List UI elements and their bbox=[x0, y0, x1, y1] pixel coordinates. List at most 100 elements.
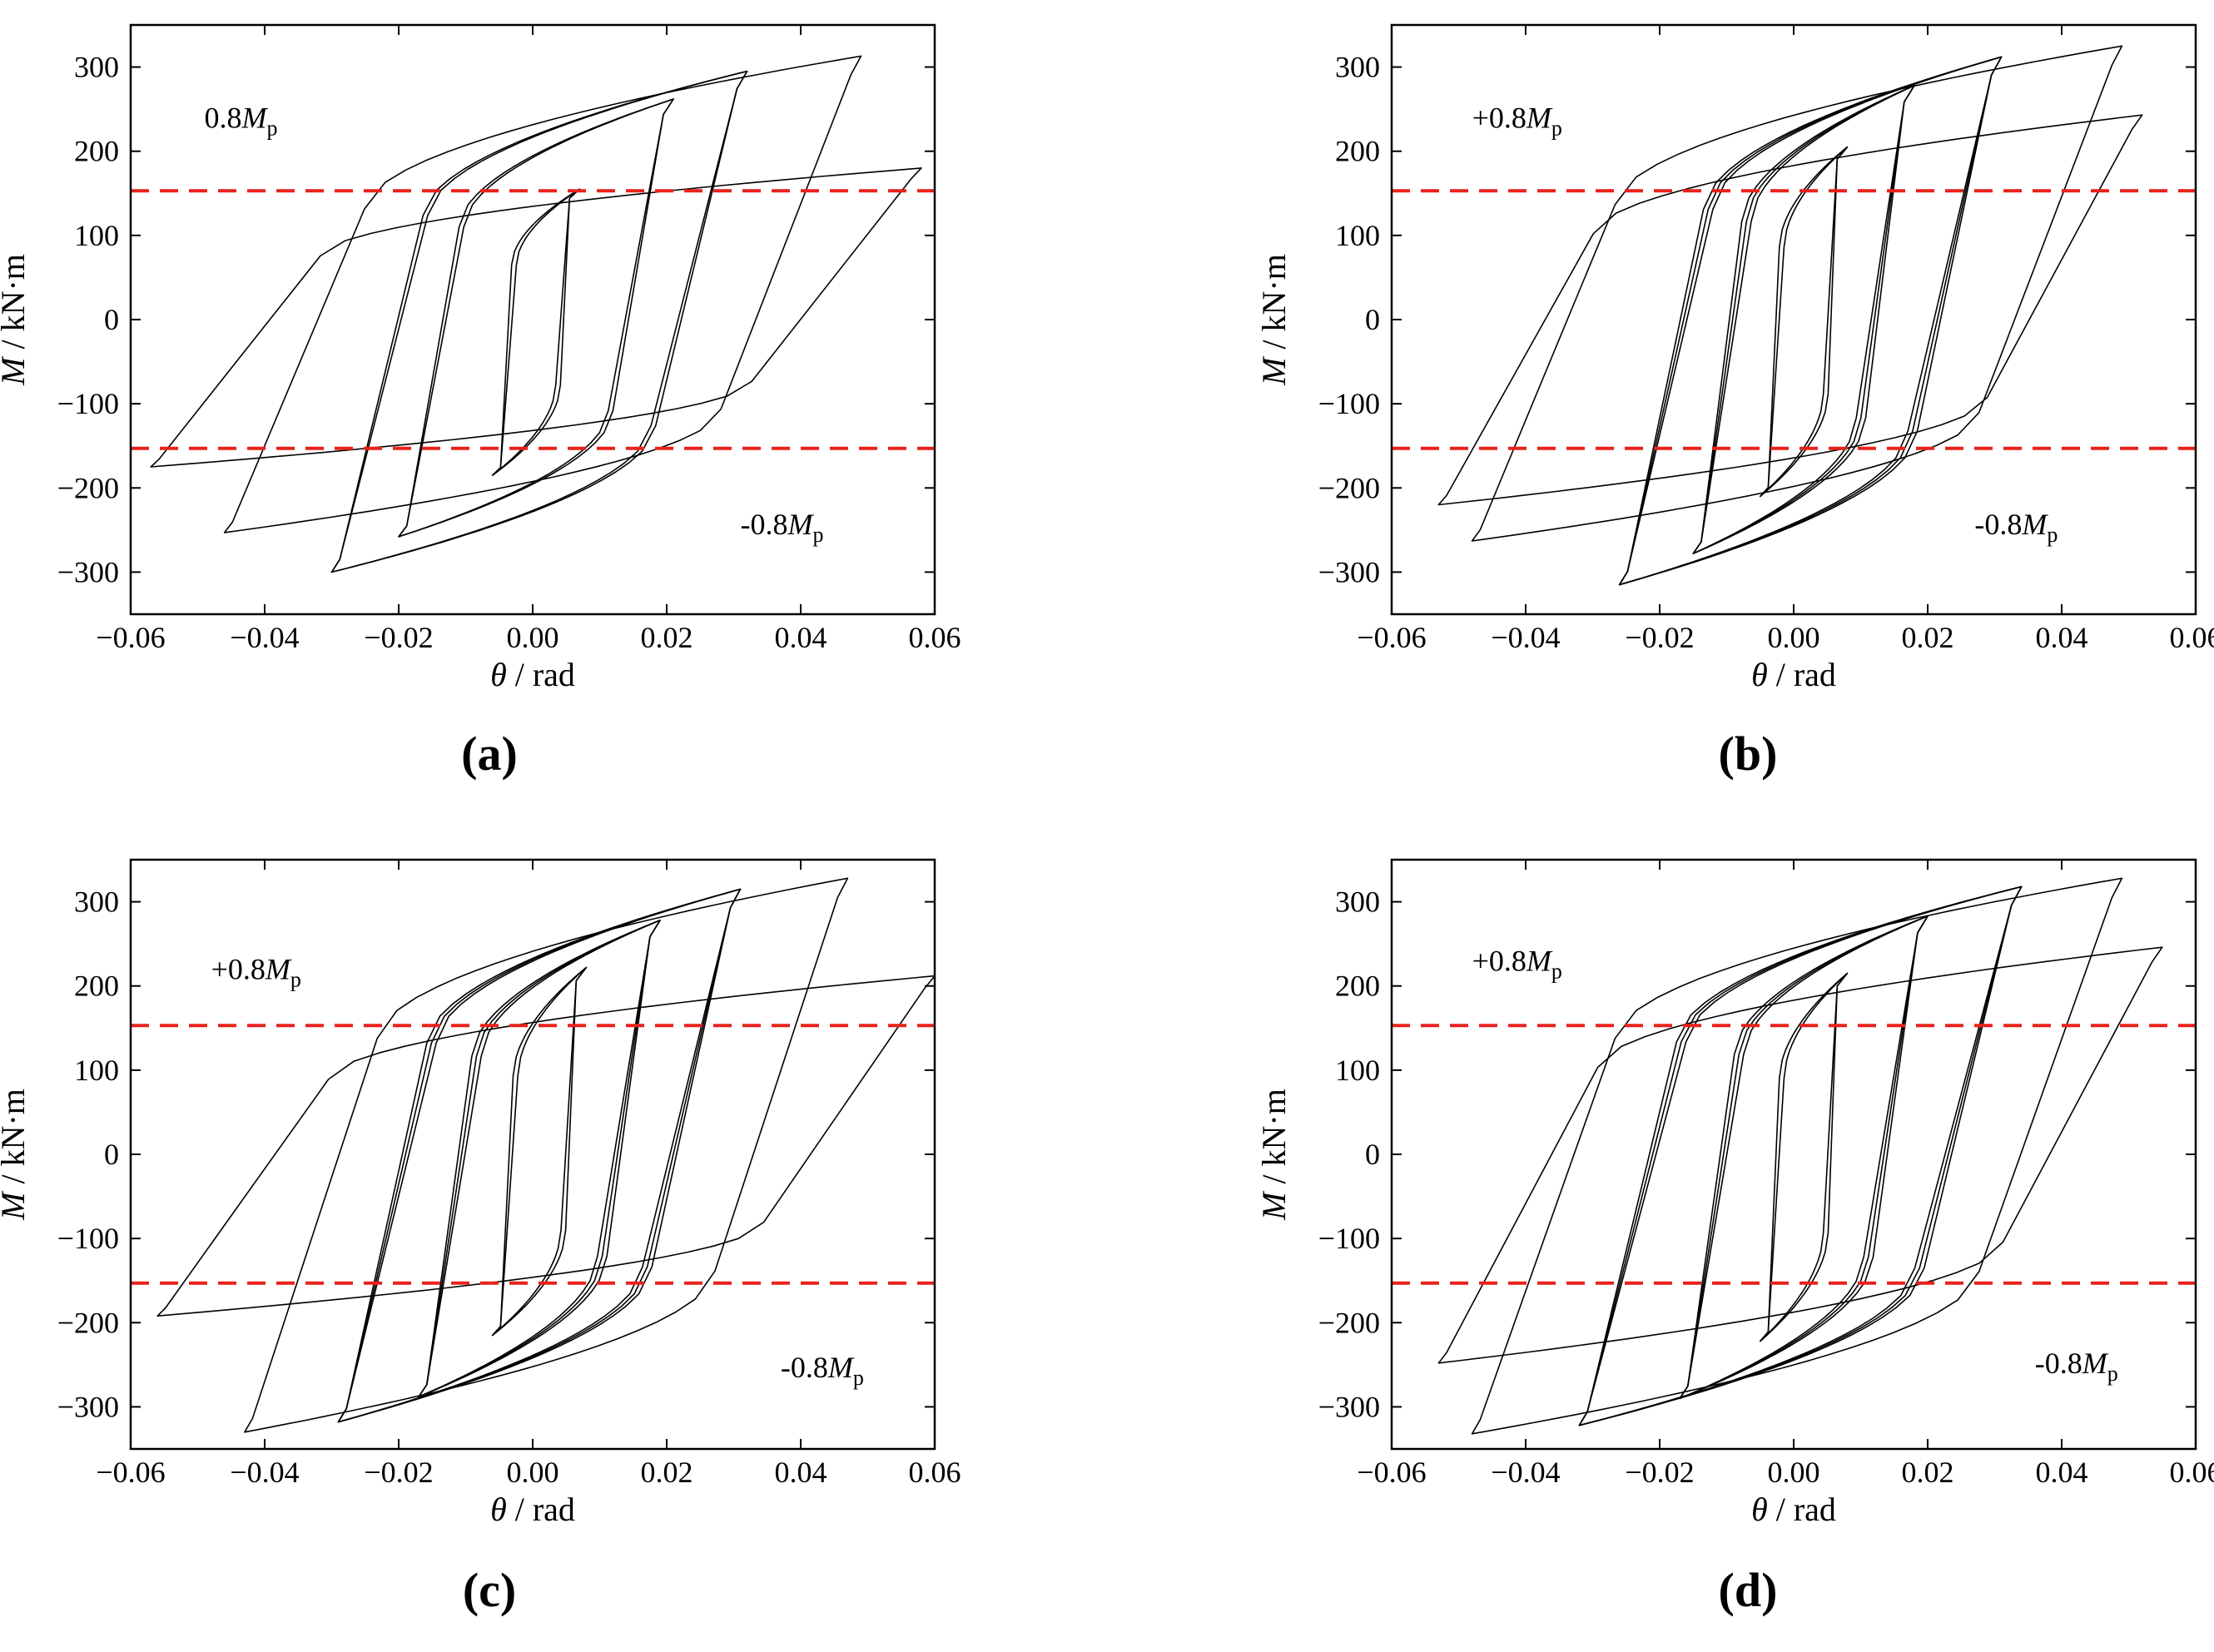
hysteresis-loop-4-cycle-1 bbox=[223, 55, 862, 533]
y-axis-title: M / kN·m bbox=[0, 254, 32, 386]
y-tick-label: −200 bbox=[57, 1306, 119, 1339]
hysteresis-loop-5-cycle-1 bbox=[1437, 114, 2143, 506]
panel-label: (c) bbox=[463, 1563, 516, 1617]
x-tick-label: 0.02 bbox=[1902, 1456, 1954, 1489]
x-tick-label: 0.00 bbox=[507, 1456, 559, 1489]
hysteresis-loop-2-cycle-1 bbox=[418, 920, 661, 1398]
y-tick-label: 300 bbox=[1335, 886, 1380, 919]
annotation-upper: +0.8Mp bbox=[211, 953, 301, 992]
x-tick-label: −0.04 bbox=[230, 1456, 299, 1489]
x-tick-label: 0.04 bbox=[2036, 1456, 2088, 1489]
y-tick-label: 0 bbox=[104, 1138, 119, 1171]
x-tick-label: 0.06 bbox=[2170, 621, 2214, 654]
hysteresis-loop-1-cycle-2 bbox=[491, 188, 581, 476]
y-tick-label: 100 bbox=[74, 219, 119, 252]
hysteresis-loop-2-cycle-2 bbox=[1679, 915, 1929, 1400]
y-tick-label: −100 bbox=[1318, 387, 1380, 420]
hysteresis-loop-2-cycle-1 bbox=[398, 98, 674, 538]
hysteresis-curves bbox=[1437, 45, 2143, 586]
x-tick-label: 0.00 bbox=[507, 621, 559, 654]
x-tick-label: 0.06 bbox=[909, 1456, 961, 1489]
x-tick-label: 0.04 bbox=[2036, 621, 2088, 654]
hysteresis-loop-3-cycle-3 bbox=[1618, 56, 2003, 586]
y-tick-label: −300 bbox=[57, 1390, 119, 1423]
hysteresis-loop-3-cycle-1 bbox=[1618, 56, 2003, 586]
panel-label: (d) bbox=[1719, 1563, 1778, 1617]
y-tick-label: 100 bbox=[74, 1054, 119, 1087]
hysteresis-curves bbox=[1437, 877, 2163, 1435]
hysteresis-loop-2-cycle-3 bbox=[418, 920, 661, 1398]
hysteresis-loop-3-cycle-2 bbox=[337, 888, 742, 1423]
y-tick-label: 300 bbox=[74, 886, 119, 919]
hysteresis-loop-5-cycle-1 bbox=[156, 975, 935, 1317]
x-tick-label: 0.04 bbox=[775, 1456, 827, 1489]
hysteresis-loop-3-cycle-1 bbox=[1578, 886, 2023, 1426]
hysteresis-loop-2-cycle-1 bbox=[1679, 915, 1929, 1400]
x-tick-label: 0.02 bbox=[641, 1456, 693, 1489]
y-axis-title: M / kN·m bbox=[0, 1089, 32, 1221]
y-tick-label: 200 bbox=[1335, 135, 1380, 168]
annotation-upper: 0.8Mp bbox=[205, 101, 278, 140]
y-tick-label: 100 bbox=[1335, 219, 1380, 252]
annotation-upper: +0.8Mp bbox=[1472, 945, 1562, 984]
hysteresis-curves bbox=[156, 877, 935, 1433]
hysteresis-loop-1-cycle-2 bbox=[1760, 972, 1849, 1342]
x-tick-label: −0.02 bbox=[1625, 1456, 1694, 1489]
y-tick-label: 300 bbox=[1335, 51, 1380, 84]
hysteresis-loop-4-cycle-1 bbox=[1471, 45, 2123, 542]
hysteresis-loop-4-cycle-1 bbox=[1471, 877, 2123, 1435]
hysteresis-loop-2-cycle-2 bbox=[1692, 85, 1915, 554]
x-tick-label: 0.00 bbox=[1768, 1456, 1820, 1489]
annotation-lower: -0.8Mp bbox=[1974, 508, 2058, 547]
y-tick-label: 0 bbox=[1365, 303, 1380, 336]
x-tick-label: −0.02 bbox=[364, 621, 433, 654]
x-axis-title: θ / rad bbox=[1751, 1491, 1836, 1528]
y-tick-label: −300 bbox=[1318, 555, 1380, 588]
x-axis-title: θ / rad bbox=[490, 656, 575, 693]
x-tick-label: 0.00 bbox=[1768, 621, 1820, 654]
hysteresis-loop-2-cycle-3 bbox=[1692, 85, 1915, 554]
x-tick-label: 0.06 bbox=[2170, 1456, 2214, 1489]
x-axis-title: θ / rad bbox=[1751, 656, 1836, 693]
y-tick-label: 200 bbox=[1335, 970, 1380, 1003]
panel-d: −0.06 −0.04 −0.02 0.00 0.02 0.04 0.06 −300 −200 −… bbox=[1255, 858, 2214, 1617]
annotation-upper: +0.8Mp bbox=[1472, 101, 1562, 140]
hysteresis-loop-5-cycle-1 bbox=[1437, 946, 2163, 1364]
annotation-lower: -0.8Mp bbox=[781, 1351, 864, 1390]
hysteresis-loop-2-cycle-2 bbox=[418, 920, 661, 1398]
y-tick-label: 0 bbox=[104, 303, 119, 336]
hysteresis-curves bbox=[150, 55, 922, 573]
y-axis-title: M / kN·m bbox=[1255, 254, 1293, 386]
hysteresis-loop-3-cycle-2 bbox=[1578, 886, 2023, 1426]
x-tick-label: −0.04 bbox=[230, 621, 299, 654]
hysteresis-loop-2-cycle-3 bbox=[1679, 915, 1929, 1400]
panel-a: −0.06 −0.04 −0.02 0.00 0.02 0.04 0.06 −300 −200 −… bbox=[0, 23, 961, 781]
x-tick-label: 0.02 bbox=[641, 621, 693, 654]
y-tick-label: 200 bbox=[74, 970, 119, 1003]
hysteresis-loop-4-cycle-1 bbox=[244, 877, 849, 1433]
y-axis-title: M / kN·m bbox=[1255, 1089, 1293, 1221]
x-tick-label: −0.06 bbox=[1357, 1456, 1426, 1489]
y-tick-label: 100 bbox=[1335, 1054, 1380, 1087]
hysteresis-loop-1-cycle-2 bbox=[1760, 146, 1849, 498]
panel-label: (a) bbox=[461, 727, 518, 781]
y-tick-label: −100 bbox=[1318, 1222, 1380, 1255]
x-tick-label: −0.04 bbox=[1491, 1456, 1560, 1489]
panel-c: −0.06 −0.04 −0.02 0.00 0.02 0.04 0.06 −300 −200 −… bbox=[0, 858, 961, 1617]
x-tick-label: 0.06 bbox=[909, 621, 961, 654]
y-tick-label: −100 bbox=[57, 387, 119, 420]
x-axis-title: θ / rad bbox=[490, 1491, 575, 1528]
x-tick-label: −0.02 bbox=[1625, 621, 1694, 654]
hysteresis-loop-2-cycle-2 bbox=[398, 98, 674, 538]
hysteresis-loop-5-cycle-1 bbox=[150, 167, 922, 468]
y-tick-label: 300 bbox=[74, 51, 119, 84]
hysteresis-loop-3-cycle-3 bbox=[1578, 886, 2023, 1426]
x-tick-label: −0.02 bbox=[364, 1456, 433, 1489]
y-tick-label: 200 bbox=[74, 135, 119, 168]
hysteresis-loop-2-cycle-1 bbox=[1692, 85, 1915, 554]
panel-label: (b) bbox=[1719, 727, 1778, 781]
y-tick-label: −200 bbox=[1318, 471, 1380, 504]
hysteresis-loop-3-cycle-2 bbox=[330, 70, 748, 573]
x-tick-label: 0.02 bbox=[1902, 621, 1954, 654]
